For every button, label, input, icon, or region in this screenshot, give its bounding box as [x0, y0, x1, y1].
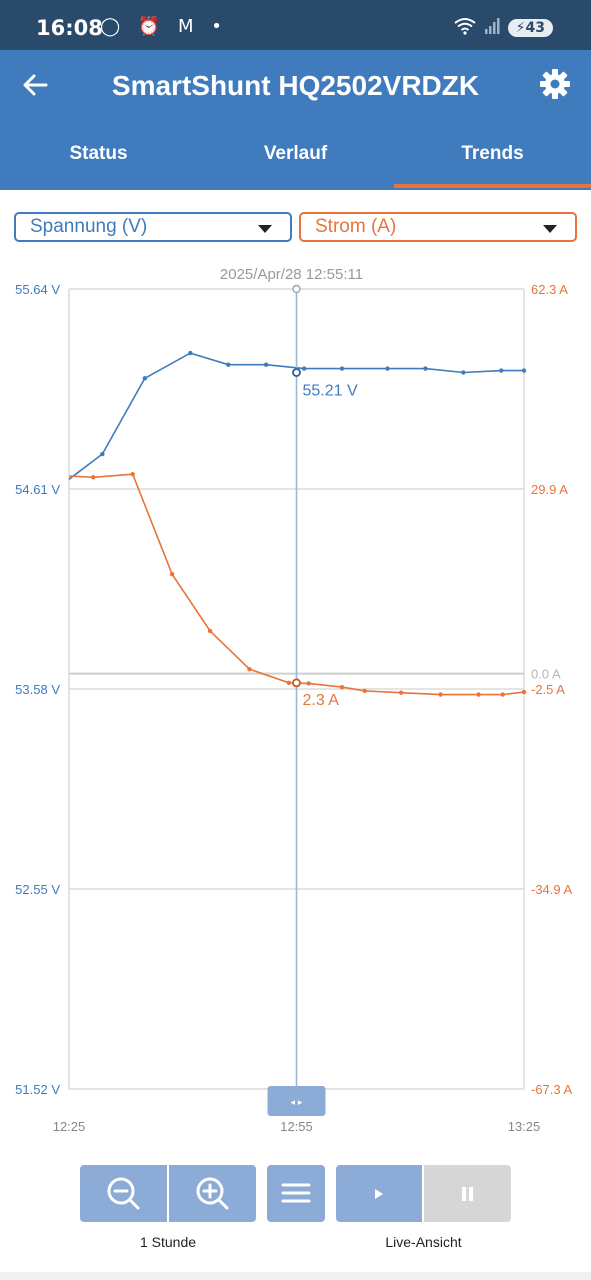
voltage-selector-label: Spannung (V)	[30, 216, 148, 237]
trend-chart[interactable]: 0.0 A 2025/Apr/28 12:55:11 55.21 V 2.3 A ◂ …	[0, 255, 591, 1140]
x-tick-label: 12:25	[53, 1119, 86, 1134]
dropdown-caret-icon	[258, 225, 272, 233]
y-left-tick-label: 53.58 V	[15, 682, 60, 697]
y-left-tick-label: 52.55 V	[15, 882, 60, 897]
zoom-level-label: 1 Stunde	[139, 1234, 197, 1250]
current-data-point	[521, 689, 527, 695]
voltage-selector[interactable]: Spannung (V)	[14, 212, 292, 242]
live-view-label: Live-Ansicht	[385, 1234, 462, 1250]
zoom-in-icon	[196, 1177, 229, 1210]
current-data-point	[91, 475, 96, 480]
y-left-tick-label: 54.61 V	[15, 482, 60, 497]
back-arrow-icon[interactable]	[20, 70, 52, 102]
axis-labels-group: 55.64 V 62.3 A 54.61 V 29.9 A 53.58 V -2.5 A 5…	[15, 282, 572, 1134]
current-data-point	[247, 667, 252, 672]
cursor-voltage-label: 55.21 V	[303, 382, 358, 399]
x-tick-label: 12:55	[280, 1119, 313, 1134]
battery-level: 43	[525, 20, 545, 36]
current-data-point	[169, 571, 175, 577]
voltage-data-point	[226, 362, 231, 367]
y-left-tick-label: 51.52 V	[15, 1082, 60, 1097]
tab-status[interactable]: Status	[69, 143, 128, 164]
series-group	[68, 350, 527, 697]
voltage-data-point	[461, 370, 466, 375]
tab-verlauf[interactable]: Verlauf	[263, 143, 328, 164]
current-data-point	[438, 692, 443, 697]
voltage-data-point	[339, 366, 345, 371]
voltage-data-point	[521, 368, 527, 373]
cursor-top-marker	[292, 284, 301, 294]
current-selector[interactable]: Strom (A)	[299, 212, 577, 242]
status-time: 16:08	[36, 16, 103, 40]
wifi-icon	[454, 17, 476, 39]
play-button[interactable]	[336, 1165, 422, 1222]
voltage-data-point	[385, 366, 390, 371]
voltage-data-point	[499, 368, 504, 373]
zero-line-label: 0.0 A	[531, 667, 561, 682]
zero-line-group: 0.0 A	[69, 667, 561, 682]
current-data-point	[362, 688, 367, 694]
voltage-data-point	[142, 376, 148, 381]
battery-indicator: ⚡43	[507, 19, 553, 37]
cursor-current-marker	[292, 678, 301, 688]
status-bar: 16:08 ◯ ⏰ M • ⚡43	[0, 0, 591, 50]
signal-icon	[484, 17, 500, 39]
y-right-tick-label: -67.3 A	[531, 1082, 573, 1097]
bottom-nav-strip	[0, 1272, 591, 1280]
menu-button[interactable]	[267, 1165, 325, 1222]
settings-gear-icon[interactable]	[539, 68, 571, 100]
active-tab-indicator	[394, 184, 591, 188]
cursor-drag-handle[interactable]	[267, 1086, 326, 1116]
voltage-data-point	[423, 366, 428, 371]
x-tick-label: 13:25	[508, 1119, 541, 1134]
notification-icons: ◯ ⏰ M •	[100, 16, 228, 37]
current-data-point	[207, 628, 213, 634]
menu-icon	[281, 1183, 311, 1203]
zoom-out-icon	[107, 1177, 140, 1210]
y-right-tick-label: -2.5 A	[531, 682, 565, 697]
cursor-voltage-marker	[292, 368, 301, 377]
current-selector-label: Strom (A)	[315, 216, 397, 237]
zoom-in-button[interactable]	[169, 1165, 256, 1222]
current-data-point	[286, 680, 292, 686]
pause-button[interactable]	[424, 1165, 511, 1222]
current-data-point	[130, 471, 135, 477]
y-right-tick-label: 62.3 A	[531, 282, 568, 297]
y-right-tick-label: -34.9 A	[531, 882, 573, 897]
current-data-point	[398, 690, 404, 695]
y-left-tick-label: 55.64 V	[15, 282, 60, 297]
current-data-point	[476, 692, 481, 697]
cursor-group: 2025/Apr/28 12:55:11 55.21 V 2.3 A ◂ ▸	[220, 266, 363, 1116]
pause-icon	[462, 1187, 473, 1201]
page-title: SmartShunt HQ2502VRDZK	[111, 70, 480, 101]
dropdown-caret-icon	[543, 225, 557, 233]
status-icons-right: ⚡43	[454, 17, 553, 39]
voltage-data-point	[100, 451, 105, 457]
y-right-tick-label: 29.9 A	[531, 482, 568, 497]
tab-trends[interactable]: Trends	[461, 143, 524, 164]
play-icon	[375, 1189, 383, 1199]
current-data-point	[339, 684, 345, 690]
cursor-timestamp: 2025/Apr/28 12:55:11	[220, 266, 363, 283]
current-data-point	[500, 692, 505, 697]
drag-handle-icon: ◂ ▸	[291, 1098, 303, 1108]
tab-bar: Status Verlauf Trends	[0, 138, 591, 190]
current-data-point	[306, 681, 311, 686]
cursor-current-label: 2.3 A	[303, 692, 340, 709]
voltage-data-point	[263, 362, 269, 367]
app-bar: SmartShunt HQ2502VRDZK Status Verlauf Tr…	[0, 50, 591, 190]
voltage-data-point	[301, 366, 307, 371]
voltage-data-point	[188, 350, 193, 356]
zoom-out-button[interactable]	[80, 1165, 167, 1222]
